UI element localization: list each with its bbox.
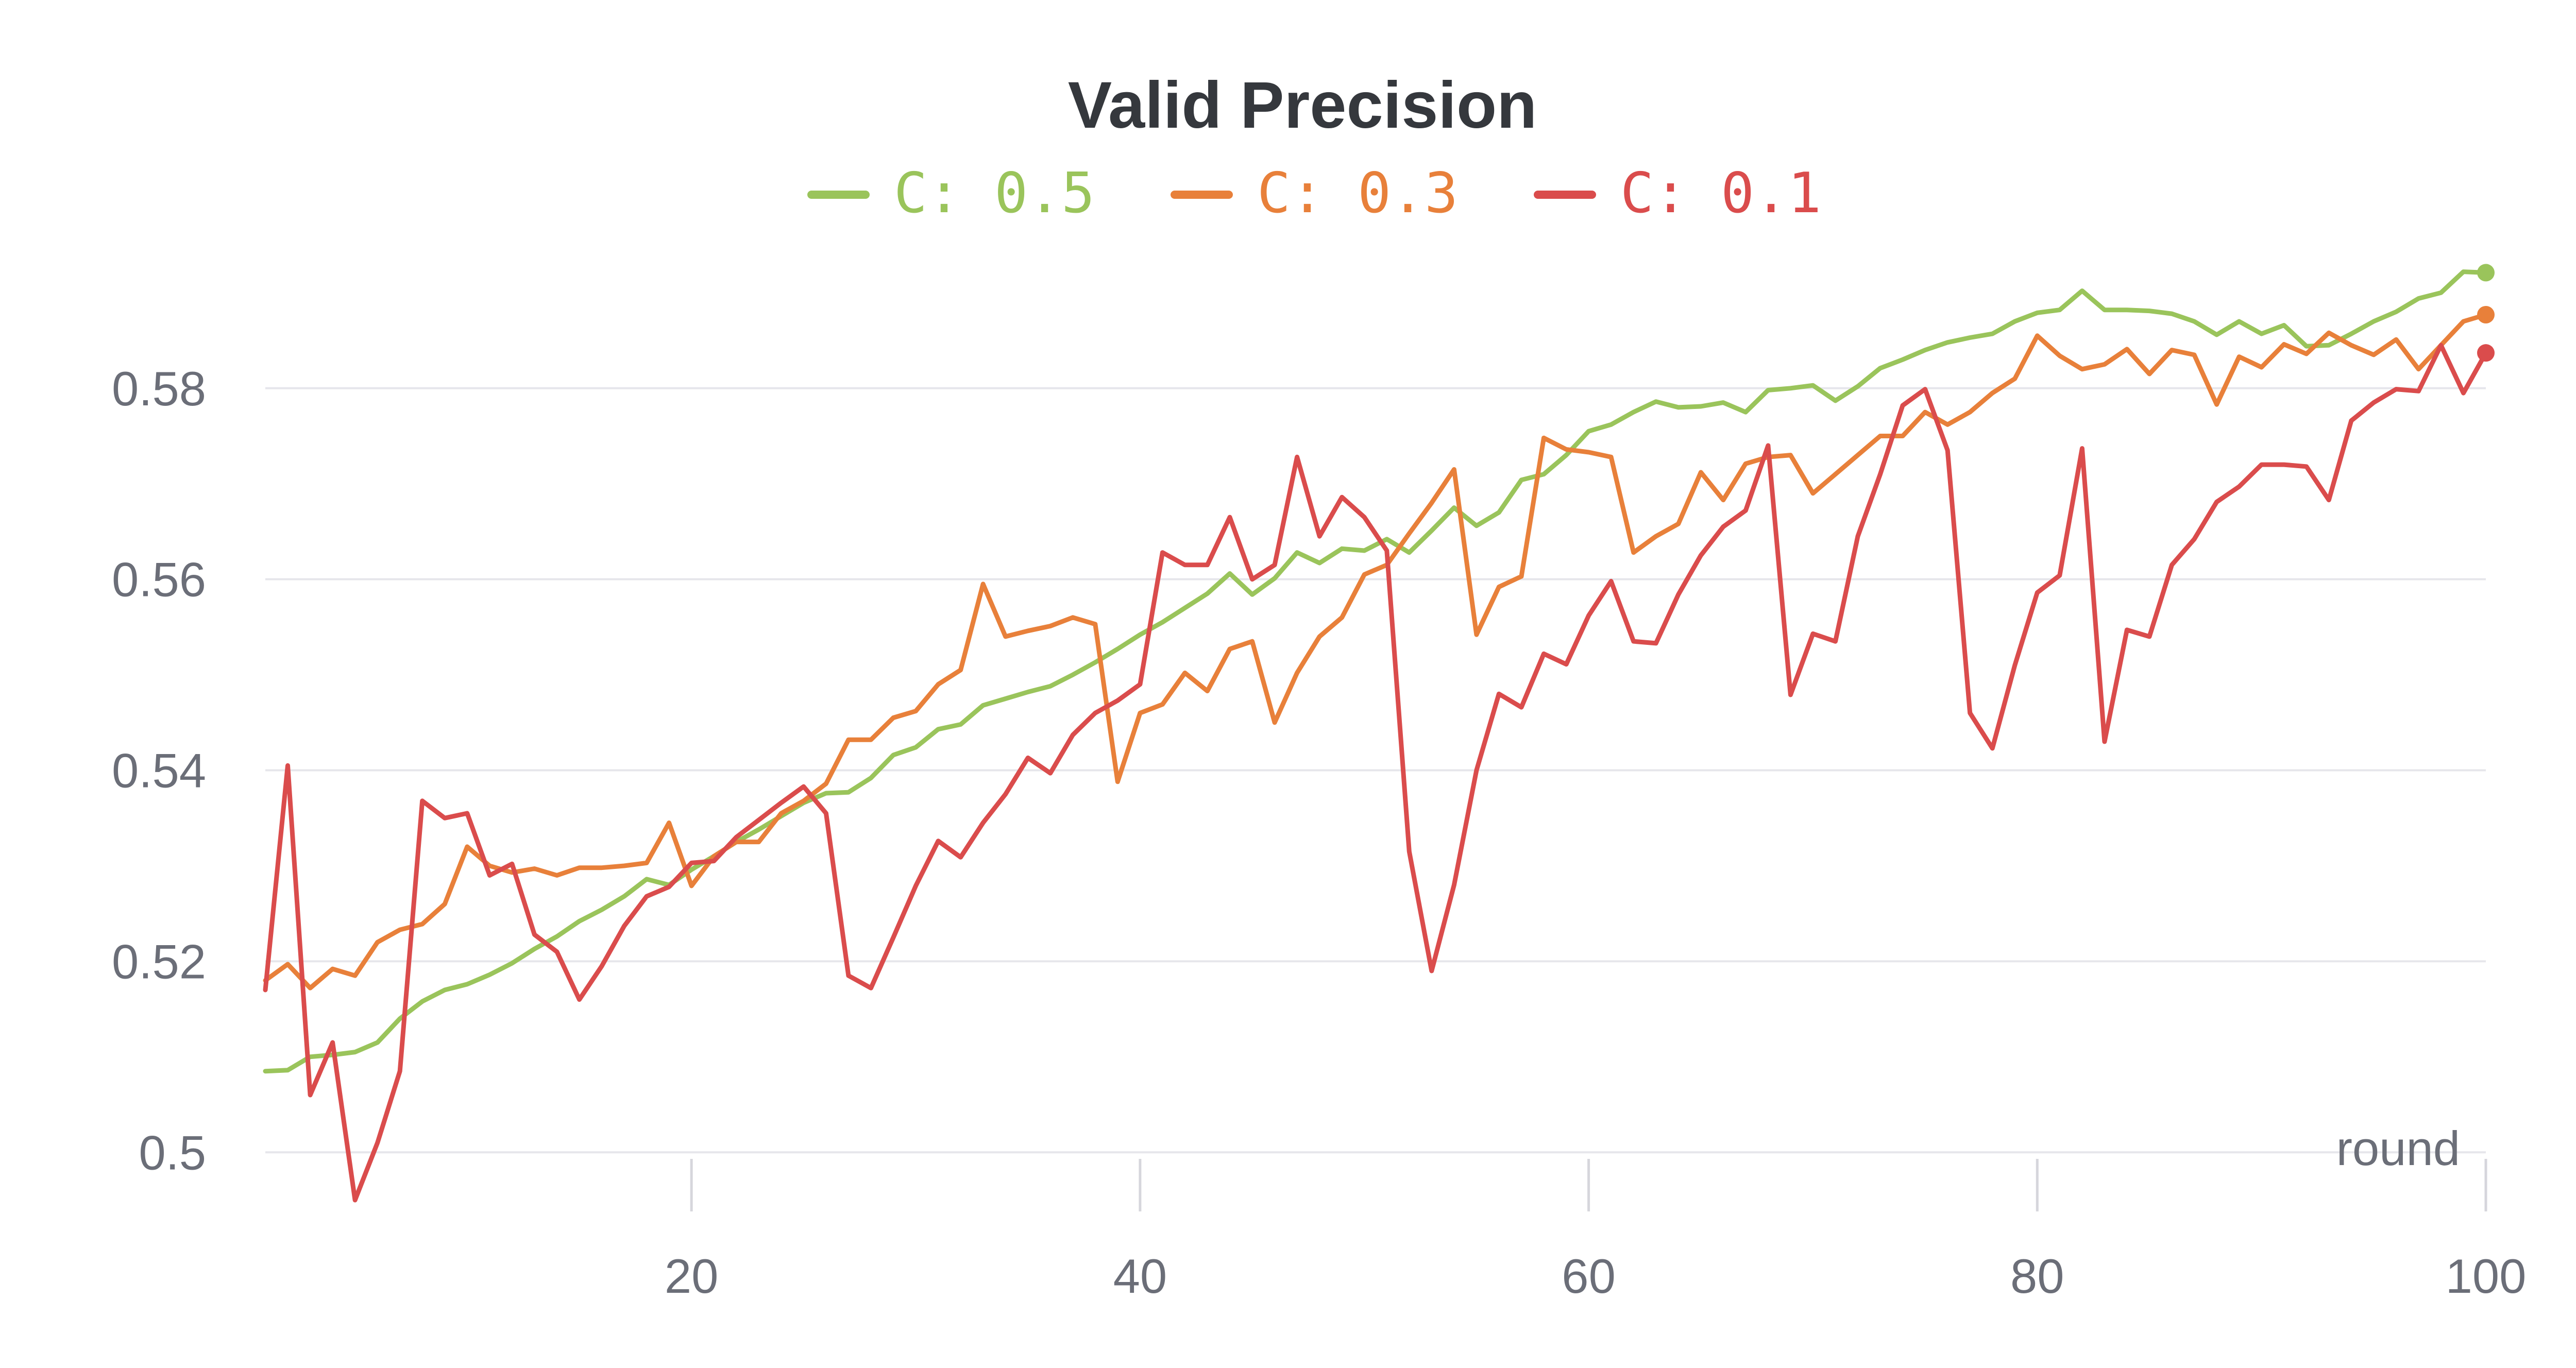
legend-item-c01[interactable]: C: 0.1 bbox=[1534, 161, 1821, 226]
legend-item-c03[interactable]: C: 0.3 bbox=[1171, 161, 1458, 226]
y-tick-label: 0.56 bbox=[112, 553, 206, 607]
legend-label-c05: C: 0.5 bbox=[894, 161, 1095, 226]
x-tick-label: 60 bbox=[1562, 1249, 1616, 1303]
y-tick-label: 0.52 bbox=[112, 934, 206, 988]
x-tick-label: 40 bbox=[1113, 1249, 1167, 1303]
series-endpoint-c01[interactable] bbox=[2477, 344, 2495, 362]
series-endpoint-c05[interactable] bbox=[2477, 264, 2495, 282]
series-line-c03[interactable] bbox=[263, 312, 2488, 990]
legend-label-c01: C: 0.1 bbox=[1620, 161, 1821, 226]
x-tick-label: 100 bbox=[2446, 1249, 2527, 1303]
y-tick-label: 0.58 bbox=[112, 362, 206, 416]
y-tick-label: 0.54 bbox=[112, 744, 206, 798]
x-tick-label: 80 bbox=[2010, 1249, 2064, 1303]
x-tick-label: 20 bbox=[665, 1249, 719, 1303]
series-endpoint-c03[interactable] bbox=[2477, 306, 2495, 323]
x-axis-label: round bbox=[2336, 1121, 2460, 1175]
legend-label-c03: C: 0.3 bbox=[1257, 161, 1458, 226]
series-line-c05[interactable] bbox=[263, 269, 2488, 1074]
plot-area bbox=[263, 264, 2495, 1203]
legend-item-c05[interactable]: C: 0.5 bbox=[807, 161, 1095, 226]
grid-lines bbox=[265, 387, 2486, 1154]
y-axis: 0.5 0.52 0.54 0.56 0.58 bbox=[112, 362, 206, 1179]
y-tick-label: 0.5 bbox=[139, 1125, 206, 1179]
series-line-c01[interactable] bbox=[263, 343, 2488, 1203]
x-axis: 20 40 60 80 100 bbox=[665, 1159, 2527, 1303]
chart-title: Valid Precision bbox=[1068, 69, 1537, 142]
legend: C: 0.5 C: 0.3 C: 0.1 bbox=[807, 161, 1821, 226]
